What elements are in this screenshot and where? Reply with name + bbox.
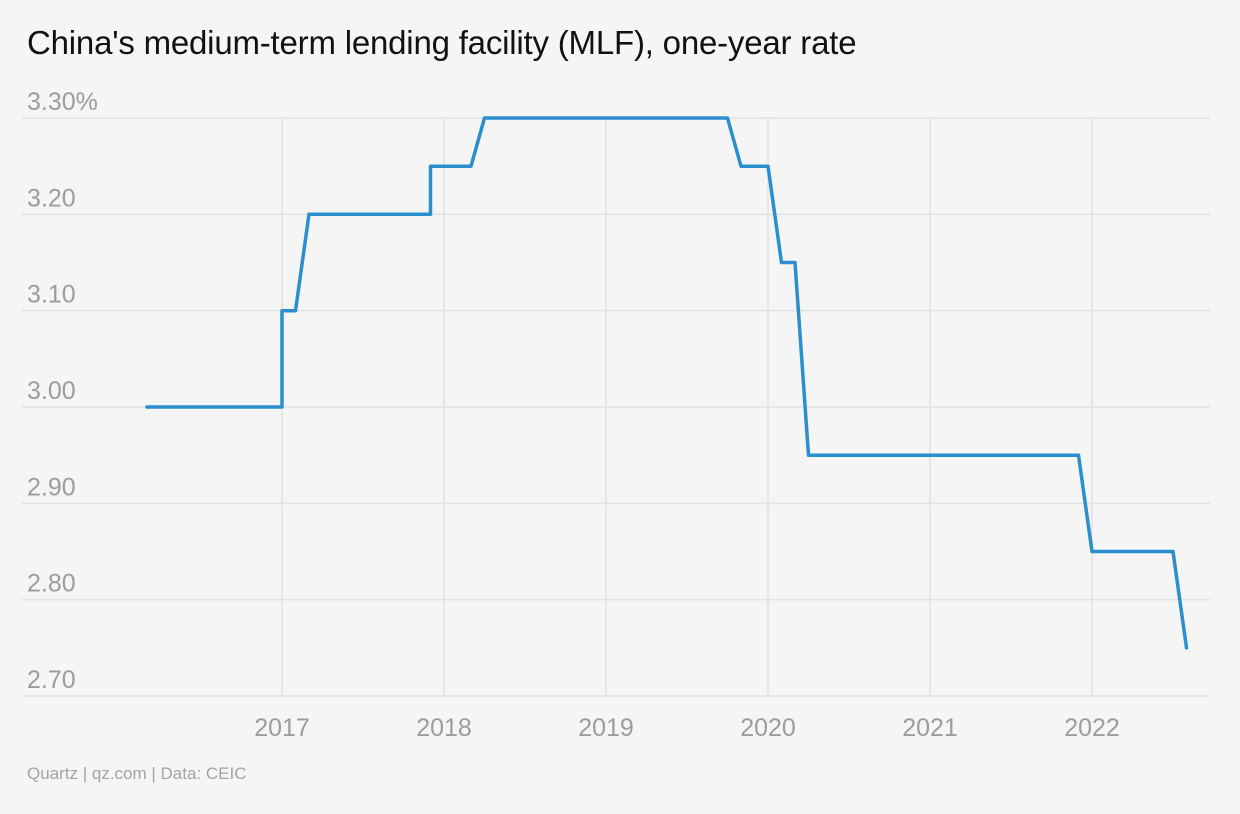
- series-group: [145, 116, 1189, 650]
- x-tick-label: 2020: [740, 714, 796, 742]
- source-footer: Quartz | qz.com | Data: CEIC: [27, 764, 247, 783]
- y-tick-label: 2.90: [27, 473, 76, 501]
- y-tick-label: 2.80: [27, 570, 76, 598]
- x-tick-label: 2021: [902, 714, 958, 742]
- x-tick-label: 2017: [254, 714, 310, 742]
- x-axis-tick-labels: 2017 2018 2019 2020 2021 2022: [254, 714, 1120, 742]
- chart-title: China's medium-term lending facility (ML…: [27, 24, 857, 61]
- y-axis-tick-labels: 3.30% 3.20 3.10 3.00 2.90 2.80 2.70: [27, 88, 98, 694]
- y-tick-label: 3.00: [27, 377, 76, 405]
- y-tick-label: 3.30%: [27, 88, 98, 116]
- series-line: [145, 116, 1189, 650]
- x-tick-label: 2018: [416, 714, 472, 742]
- x-tick-label: 2022: [1064, 714, 1120, 742]
- y-tick-label: 2.70: [27, 666, 76, 694]
- y-gridlines: [22, 117, 1210, 697]
- y-tick-label: 3.10: [27, 281, 76, 309]
- y-tick-label: 3.20: [27, 184, 76, 212]
- x-tick-label: 2019: [578, 714, 634, 742]
